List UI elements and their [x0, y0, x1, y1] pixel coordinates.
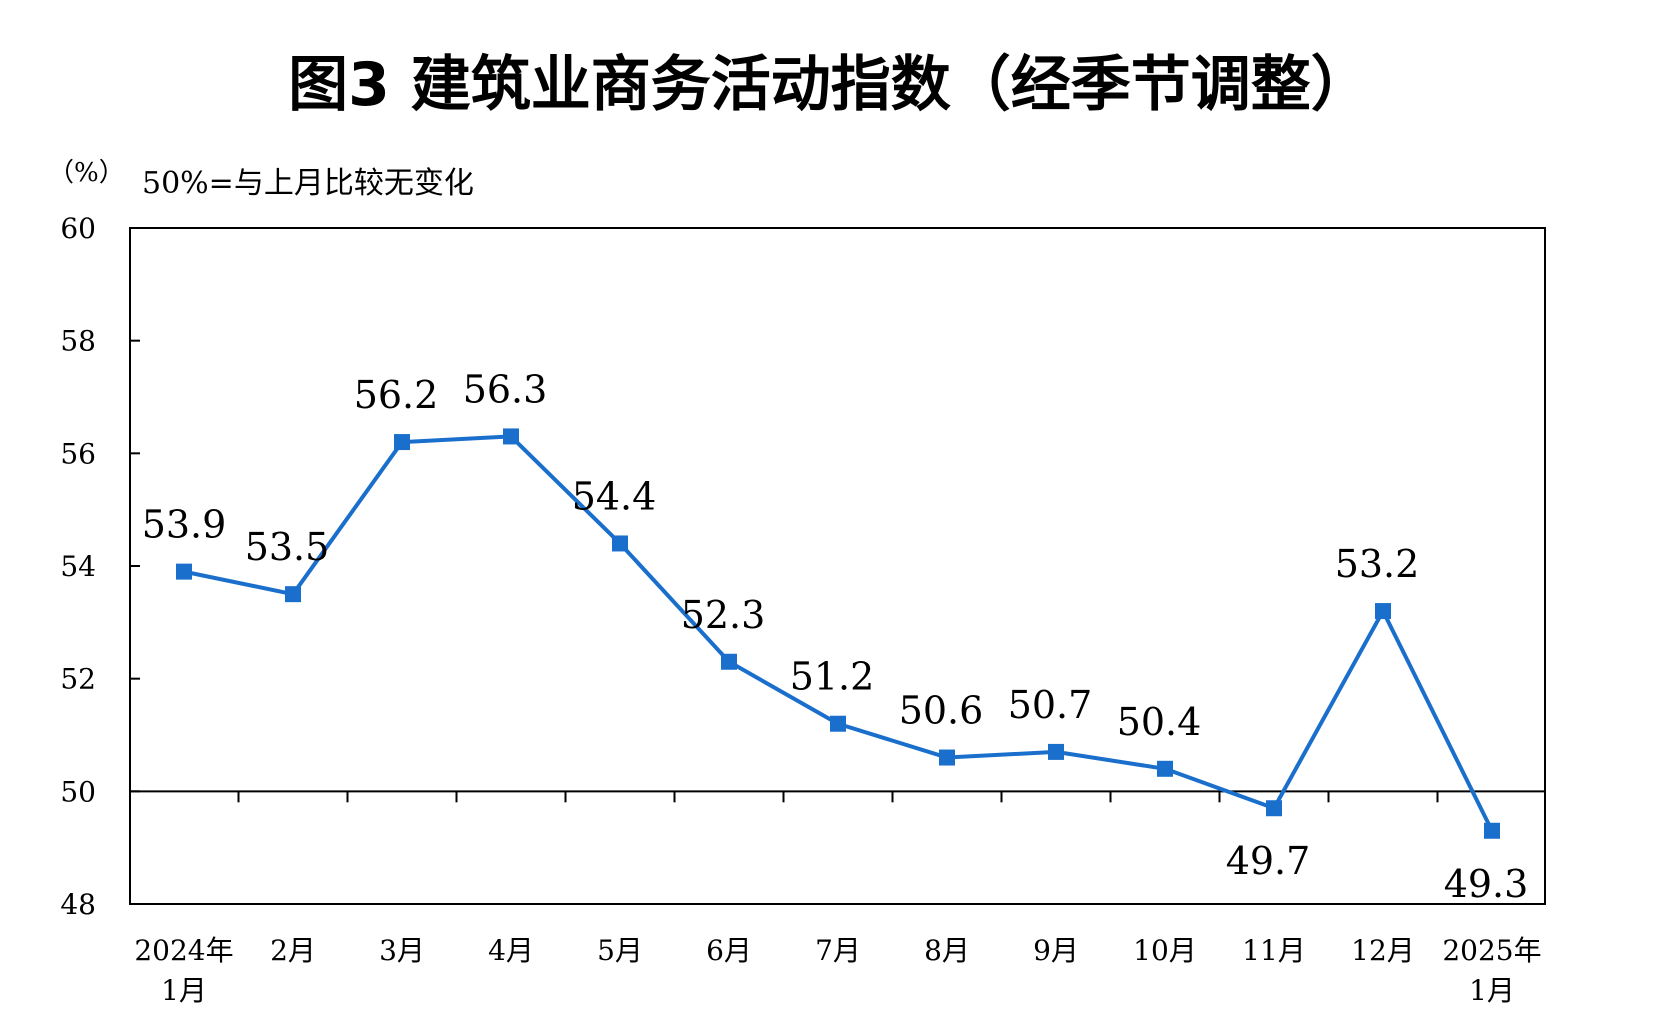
data-label: 52.3	[681, 593, 766, 637]
data-label: 50.4	[1117, 700, 1202, 744]
data-label: 56.2	[354, 373, 439, 417]
data-point	[939, 749, 955, 766]
x-tick-label: 10月	[1133, 934, 1197, 967]
data-point	[1048, 743, 1064, 760]
x-tick-label: 3月	[379, 934, 425, 967]
x-tick-label: 5月	[597, 934, 643, 967]
data-label: 51.2	[790, 655, 875, 699]
data-point	[1157, 760, 1173, 777]
y-unit-label: （%）	[48, 158, 125, 188]
plot-frame	[129, 227, 1546, 905]
data-point	[830, 715, 846, 732]
data-labels: 53.9 53.5 56.2 56.3 54.4 52.3 51.2 50.6 50.7 50.4…	[142, 367, 1529, 905]
data-point	[176, 563, 192, 580]
data-label: 53.2	[1335, 542, 1420, 586]
reference-note: 50%=与上月比较无变化	[142, 166, 474, 201]
data-point	[1375, 603, 1391, 620]
data-label: 53.9	[142, 503, 227, 547]
data-point	[394, 434, 410, 451]
data-point	[721, 653, 737, 670]
x-tick-label: 8月	[924, 934, 970, 967]
x-tick-label: 9月	[1033, 934, 1079, 967]
y-tick-label: 58	[60, 325, 96, 358]
data-point	[612, 535, 628, 552]
y-tick-label: 52	[60, 663, 96, 696]
data-point	[1484, 822, 1500, 839]
x-tick-label: 7月	[815, 934, 861, 967]
data-label: 53.5	[245, 525, 330, 569]
x-tick-label: 11月	[1242, 934, 1306, 967]
y-tick-label: 50	[60, 775, 96, 808]
series-path	[183, 434, 1494, 832]
x-tick-label: 12月	[1351, 934, 1415, 967]
x-tick-label: 2025年 1月	[1442, 934, 1541, 1007]
data-point	[503, 428, 519, 445]
chart-title: 图3 建筑业商务活动指数（经季节调整）	[288, 50, 1371, 120]
data-label: 54.4	[572, 474, 657, 518]
data-label: 49.3	[1444, 862, 1529, 906]
data-point	[285, 586, 301, 603]
y-tick-label: 48	[60, 888, 96, 921]
data-label: 50.7	[1008, 683, 1093, 727]
y-axis: 48 50 52 54 56 58 60	[60, 212, 140, 921]
x-tick-label: 2月	[270, 934, 316, 967]
data-label: 56.3	[463, 367, 548, 411]
x-axis: 2024年 1月 2月 3月 4月 5月 6月 7月 8月 9月 10月 11月 12月 2025年 1月	[130, 790, 1545, 1007]
data-point	[1266, 800, 1282, 817]
data-label: 49.7	[1226, 839, 1311, 883]
x-tick-label: 2024年 1月	[134, 934, 233, 1007]
y-tick-label: 60	[60, 212, 96, 245]
x-tick-label: 6月	[706, 934, 752, 967]
x-tick-label: 4月	[488, 934, 534, 967]
y-tick-label: 56	[60, 437, 96, 470]
series-line	[176, 428, 1500, 839]
data-label: 50.6	[899, 689, 984, 733]
y-tick-label: 54	[60, 550, 96, 583]
